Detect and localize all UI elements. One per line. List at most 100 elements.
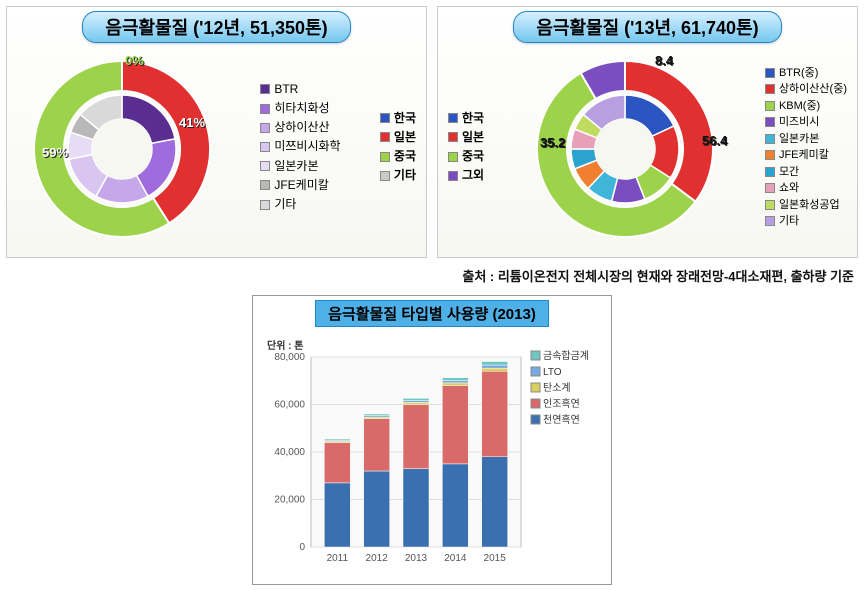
legend-swatch — [260, 200, 270, 210]
legend-2013-inner: BTR(중)상하이산산(중)KBM(중)미즈비시일본카본JFE케미칼모간쇼와일본… — [765, 65, 847, 230]
legend-item: 히타치화성 — [260, 99, 340, 118]
bar-segment — [324, 439, 350, 440]
legend-label: 기타 — [274, 195, 296, 214]
data-label: 41% — [179, 115, 205, 130]
legend-item: 기타 — [380, 166, 416, 185]
legend-2012-outer: 한국일본중국기타 — [380, 109, 416, 186]
legend-swatch — [765, 117, 775, 127]
legend-swatch — [765, 84, 775, 94]
panel-2013-title: 음극활물질 ('13년, 61,740톤) — [513, 11, 781, 43]
bar-segment — [324, 483, 350, 547]
legend-swatch — [448, 132, 458, 142]
stacked-bar-chart: 단위 : 톤020,00040,00060,00080,000201120122… — [253, 329, 611, 579]
bar-segment — [364, 414, 390, 416]
bar-segment — [442, 383, 468, 386]
bar-segment — [482, 365, 508, 368]
panel-2012: 음극활물질 ('12년, 51,350톤) 0%0%41%41%59%59% B… — [6, 6, 427, 258]
legend-item: 기타 — [260, 195, 340, 214]
legend-label: 기타 — [779, 213, 799, 230]
donut-chart-2012: 0%0%41%41%59%59% — [17, 47, 227, 247]
legend-swatch — [380, 132, 390, 142]
legend-item: 상하이산산 — [260, 118, 340, 137]
bar-segment — [442, 386, 468, 464]
legend-item: 일본화성공업 — [765, 197, 847, 214]
unit-label: 단위 : 톤 — [267, 339, 304, 352]
legend-swatch — [380, 113, 390, 123]
legend-label: 기타 — [394, 166, 416, 185]
legend-item: 상하이산산(중) — [765, 81, 847, 98]
bar-chart-title: 음극활물질 타입별 사용량 (2013) — [315, 300, 549, 327]
legend-item: 한국 — [380, 109, 416, 128]
legend-item: 그외 — [448, 166, 484, 185]
legend-item: 한국 — [448, 109, 484, 128]
y-tick-label: 80,000 — [274, 352, 305, 363]
legend-label: 상하이산산(중) — [779, 81, 847, 98]
bar-segment — [482, 371, 508, 457]
bar-segment — [403, 469, 429, 547]
legend-item: 중국 — [380, 147, 416, 166]
bar-segment — [403, 398, 429, 400]
legend-label: 상하이산산 — [274, 118, 329, 137]
legend-label: 중국 — [394, 147, 416, 166]
bar-segment — [442, 378, 468, 381]
bar-segment — [482, 368, 508, 371]
legend-item: JFE케미칼 — [765, 147, 847, 164]
legend-swatch — [448, 171, 458, 181]
legend-label: 미즈비시 — [779, 114, 819, 131]
donut-chart-2013: 8.48.435.235.256.456.4 — [520, 47, 730, 247]
legend-item: 기타 — [765, 213, 847, 230]
panel-bar: 음극활물질 타입별 사용량 (2013) 단위 : 톤 0 20,000 40,000… — [252, 295, 612, 585]
bar-segment — [482, 457, 508, 547]
legend-swatch — [448, 113, 458, 123]
legend-label: 인조흑연 — [543, 397, 580, 410]
legend-label: 일본 — [462, 128, 484, 147]
y-tick-label: 40,000 — [274, 447, 305, 458]
legend-item: 중국 — [448, 147, 484, 166]
legend-swatch — [260, 84, 270, 94]
legend-label: JFE케미칼 — [779, 147, 829, 164]
legend-swatch — [531, 367, 540, 376]
bar-segment — [364, 419, 390, 471]
legend-label: JFE케미칼 — [274, 176, 328, 195]
legend-swatch — [260, 180, 270, 190]
legend-swatch — [531, 351, 540, 360]
bar-segment — [482, 362, 508, 366]
legend-label: 일본화성공업 — [779, 197, 840, 214]
source-citation: 출처 : 리튬이온전지 전체시장의 현재와 장래전망-4대소재편, 출하량 기준 — [0, 264, 864, 287]
legend-item: 미쯔비시화학 — [260, 137, 340, 156]
data-label: 56.4 — [702, 133, 728, 148]
y-tick-label: 60,000 — [274, 400, 305, 411]
legend-item: 쇼와 — [765, 180, 847, 197]
y-tick-label: 20,000 — [274, 495, 305, 506]
y-tick-label: 0 — [299, 542, 305, 553]
legend-swatch — [380, 171, 390, 181]
legend-item: 일본카본 — [765, 131, 847, 148]
legend-swatch — [765, 150, 775, 160]
legend-swatch — [765, 167, 775, 177]
legend-label: 히타치화성 — [274, 99, 329, 118]
legend-swatch — [765, 200, 775, 210]
legend-swatch — [765, 134, 775, 144]
legend-label: 한국 — [462, 109, 484, 128]
legend-item: JFE케미칼 — [260, 176, 340, 195]
bar-segment — [442, 381, 468, 383]
legend-swatch — [765, 101, 775, 111]
x-tick-label: 2013 — [405, 553, 428, 564]
legend-item: 미즈비시 — [765, 114, 847, 131]
bar-segment — [364, 471, 390, 547]
panel-2012-title: 음극활물질 ('12년, 51,350톤) — [82, 11, 350, 43]
legend-swatch — [380, 152, 390, 162]
legend-2013-outer: 한국일본중국그외 — [448, 109, 484, 186]
legend-label: KBM(중) — [779, 98, 820, 115]
data-label: 0% — [125, 53, 144, 68]
legend-label: 중국 — [462, 147, 484, 166]
legend-swatch — [260, 161, 270, 171]
legend-label: 금속합금계 — [543, 350, 589, 362]
legend-label: BTR — [274, 80, 298, 99]
panel-2013: 음극활물질 ('13년, 61,740톤) 한국일본중국그외 8.48.435.… — [437, 6, 858, 258]
legend-2012-inner: BTR히타치화성상하이산산미쯔비시화학일본카본JFE케미칼기타 — [260, 80, 340, 214]
bar-segment — [403, 400, 429, 402]
legend-item: KBM(중) — [765, 98, 847, 115]
x-tick-label: 2015 — [484, 553, 507, 564]
legend-label: 그외 — [462, 166, 484, 185]
